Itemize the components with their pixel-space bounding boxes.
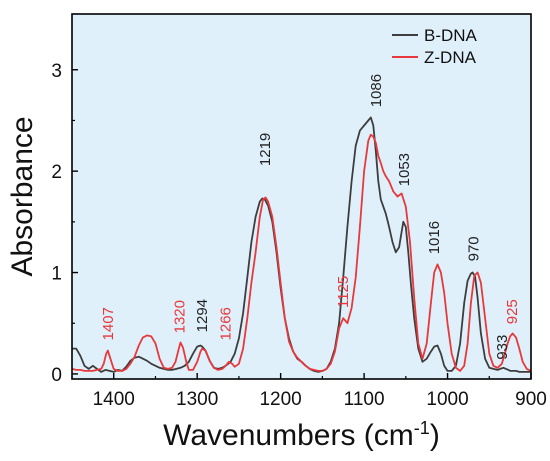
y-tick-label: 0 [51, 365, 62, 386]
x-axis-title-main: Wavenumbers [163, 419, 355, 452]
y-axis-title: Absorbance [6, 116, 39, 276]
y-tick-label: 2 [51, 162, 62, 183]
peak-label-1407: 1407 [100, 307, 117, 340]
y-axis-ticks: 0 1 2 3 [51, 61, 78, 386]
peak-label-1266: 1266 [218, 307, 235, 340]
x-axis-title-unit-exponent: -1 [414, 418, 430, 438]
peak-label-1086: 1086 [368, 74, 385, 107]
peak-label-925: 925 [504, 299, 521, 324]
x-tick-label: 1100 [344, 389, 385, 410]
x-tick-label: 1400 [93, 389, 135, 410]
peak-label-1219: 1219 [257, 133, 274, 166]
peak-label-1320: 1320 [172, 300, 189, 333]
series-layer [71, 116, 532, 373]
y-tick-label: 3 [51, 61, 62, 82]
x-axis-ticks: 1400 1300 1200 1100 1000 900 [71, 373, 547, 410]
plot-frame [71, 13, 532, 380]
peak-annotations: 1407 1320 1294 1266 1219 1125 1086 1053 1016 970 9… [100, 74, 521, 360]
legend: B-DNA Z-DNA [392, 26, 478, 67]
x-tick-label: 1300 [176, 389, 218, 410]
x-axis-title-unit: cm [374, 419, 414, 452]
peak-label-970: 970 [465, 236, 482, 261]
peak-label-1016: 1016 [426, 221, 443, 254]
peak-label-1294: 1294 [194, 299, 211, 332]
y-tick-label: 1 [51, 264, 62, 285]
peak-label-933: 933 [494, 335, 511, 360]
peak-label-1053: 1053 [396, 153, 413, 186]
x-axis-title: Wavenumbers (cm-1) [163, 418, 440, 452]
legend-label-z-dna: Z-DNA [424, 48, 477, 67]
series-line-z-dna [71, 133, 532, 372]
x-tick-label: 900 [515, 389, 547, 410]
x-tick-label: 1200 [259, 389, 301, 410]
peak-label-1125: 1125 [335, 276, 352, 308]
legend-label-b-dna: B-DNA [424, 26, 478, 45]
plot-background [72, 14, 531, 379]
x-tick-label: 1000 [426, 389, 468, 410]
